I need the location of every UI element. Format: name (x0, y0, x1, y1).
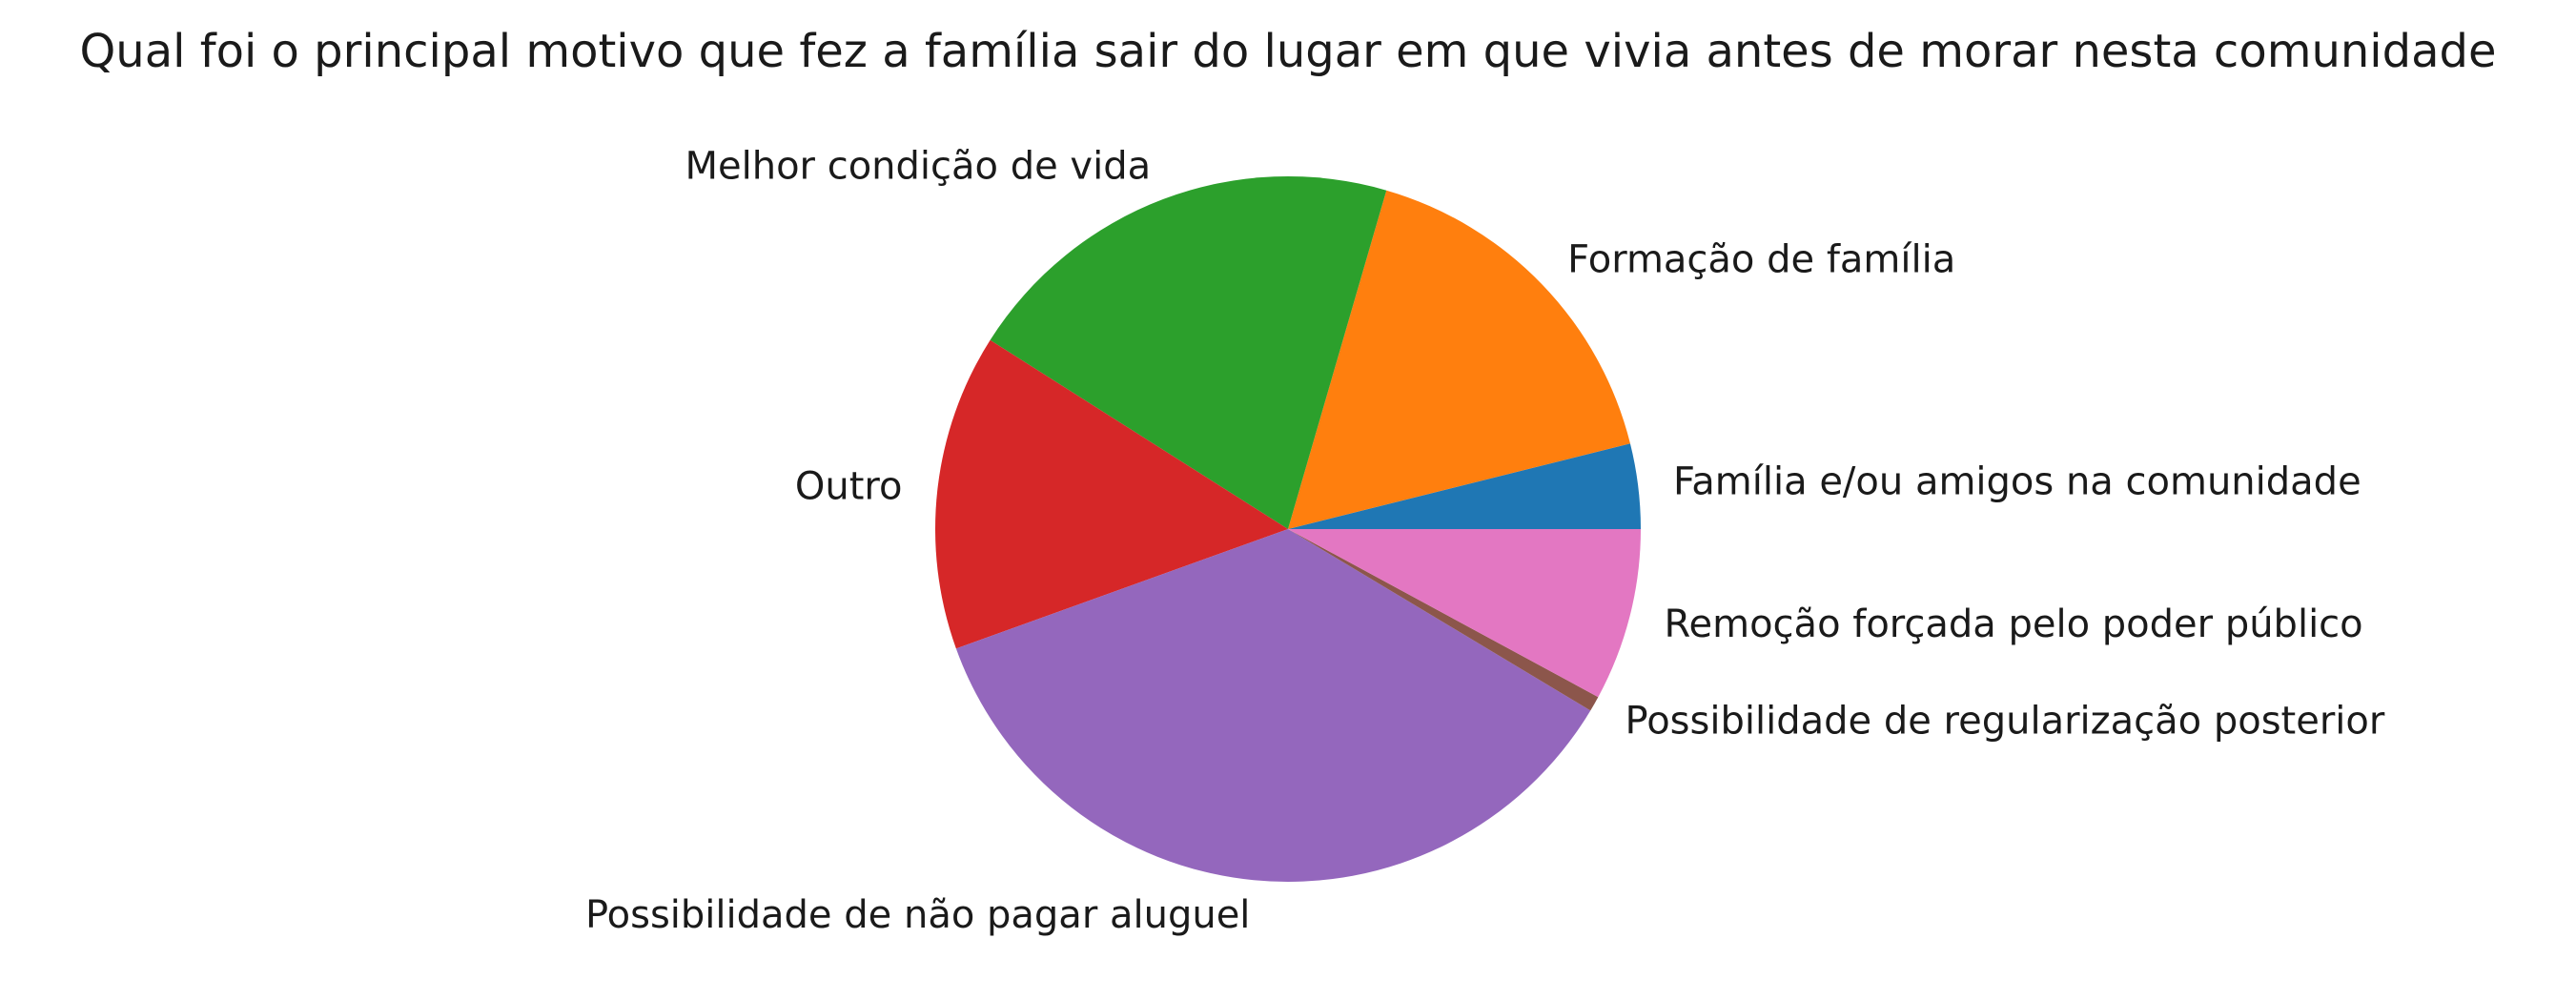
pie-label-outro: Outro (795, 464, 903, 508)
pie-labels: Família e/ou amigos na comunidade Formaçã… (585, 144, 2385, 937)
pie-slice-outro (934, 339, 1288, 649)
pie-slice-melhor-condicao-de-vida (990, 175, 1387, 529)
pie-slice-possibilidade-de-regularizacao-posterior (1288, 529, 1599, 711)
pie-slice-remocao-forcada-pelo-poder-publico (1288, 529, 1641, 698)
chart-title: Qual foi o principal motivo que fez a fa… (79, 25, 2496, 78)
pie-slice-familia-e-ou-amigos-na-comunidade (1288, 443, 1641, 529)
pie-slices (934, 175, 1641, 882)
pie-label-melhor-condicao-de-vida: Melhor condição de vida (685, 144, 1151, 188)
pie-label-familia-e-ou-amigos-na-comunidade: Família e/ou amigos na comunidade (1673, 459, 2361, 503)
pie-slice-possibilidade-de-nao-pagar-aluguel (955, 529, 1591, 882)
pie-label-possibilidade-de-regularizacao-posterior: Possibilidade de regularização posterior (1625, 700, 2385, 744)
pie-label-possibilidade-de-nao-pagar-aluguel: Possibilidade de não pagar aluguel (585, 893, 1250, 937)
pie-label-remocao-forcada-pelo-poder-publico: Remoção forçada pelo poder público (1665, 602, 2363, 646)
pie-label-formacao-de-familia: Formação de família (1567, 238, 1955, 282)
pie-slice-formacao-de-familia (1288, 190, 1630, 529)
